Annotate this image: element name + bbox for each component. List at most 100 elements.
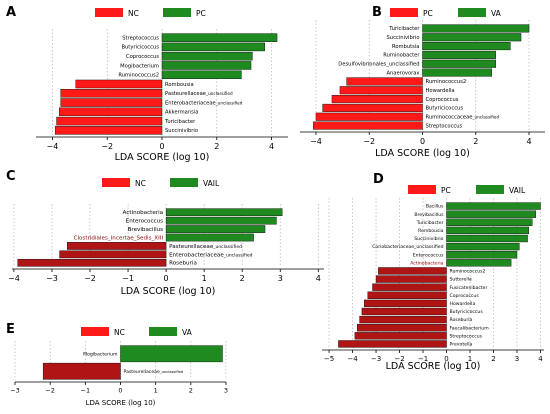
x-tick-label: −1	[122, 274, 134, 283]
x-tick-label: 4	[538, 355, 543, 363]
x-tick-label: −3	[10, 387, 20, 395]
bar-label-ruminococcus2: Ruminococcus2	[450, 269, 486, 275]
bar-succinivibrio	[447, 235, 528, 242]
legend-swatch-vail	[476, 185, 504, 194]
bar-akkermansia	[59, 108, 162, 116]
bar-prevotella	[338, 340, 446, 347]
legend-swatch-pc	[408, 185, 436, 194]
bar-label-pasteurellaceae-unclassified: Pasteurellaceae_unclassified	[124, 369, 184, 375]
x-tick-label: −4	[47, 142, 59, 151]
legend-swatch-nc	[95, 8, 123, 17]
bar-mogibacterium	[121, 346, 223, 362]
legend-swatch-nc	[102, 178, 130, 187]
legend-swatch-va	[458, 8, 486, 17]
legend-label-pc: PC	[196, 9, 206, 18]
bar-label-actinobacteria: Actinobacteria	[410, 260, 443, 266]
legend: NC VAIL	[102, 178, 220, 188]
panel-letter: B	[372, 5, 382, 20]
bar-label-fusicatenibacter: Fusicatenibacter	[450, 285, 488, 291]
x-tick-label: −1	[81, 387, 91, 395]
bar-turicibacter	[57, 117, 162, 125]
bar-label-pasteurellaceae-unclassified: Pasteurellaceae_unclassified	[165, 91, 233, 97]
bar-butyricicoccus	[162, 43, 265, 51]
bar-ruminococcus2	[162, 71, 241, 79]
bar-ruminococcaceae-unclassified	[316, 113, 423, 121]
bar-brevibacillus	[166, 225, 265, 232]
bar-label-desulfovibrionales-unclassified: Desulfovibrionales_unclassified	[338, 62, 419, 68]
bar-howardella	[340, 86, 423, 94]
x-tick-label: −5	[324, 355, 334, 363]
x-tick-label: −4	[310, 137, 322, 146]
legend-swatch-pc	[163, 8, 191, 17]
bar-ruminococcus2	[378, 267, 446, 274]
bar-roseburia	[18, 259, 166, 266]
x-tick-label: −3	[46, 274, 58, 283]
legend: NC VA	[81, 327, 193, 337]
bar-coprococcus	[162, 52, 252, 60]
bar-label-rombutsia: Rombutsia	[392, 44, 420, 50]
bar-label-enterococcus: Enterococcus	[413, 252, 444, 258]
bar-succinivibrio	[423, 33, 522, 41]
x-tick-label: 0	[118, 387, 122, 395]
x-tick-label: 2	[189, 387, 193, 395]
bar-label-coriobacteriaceae-unclassified: Coriobacteriaceae_unclassified	[372, 244, 443, 250]
x-tick-label: 0	[164, 274, 169, 283]
bar-label-bacillus: Bacillus	[426, 204, 444, 210]
legend-label-va: VA	[182, 328, 193, 337]
x-axis-label: LDA SCORE (log 10)	[86, 399, 156, 407]
bar-bacillus	[447, 203, 541, 210]
x-tick-label: 2	[240, 274, 245, 283]
bar-sutterella	[376, 276, 446, 283]
bar-rombousia	[447, 227, 529, 234]
bar-enterobacteriaceae-unclassified	[60, 251, 167, 258]
bar-desulfovibrionales-unclassified	[423, 60, 496, 68]
bar-coprococcus	[332, 95, 423, 103]
bar-label-butyricicoccus: Butyricicoccus	[121, 45, 159, 51]
bar-pasteurellaceae-unclassified	[67, 242, 166, 249]
bar-label-ruminobacter: Ruminobacter	[383, 53, 420, 59]
x-tick-label: 4	[316, 274, 321, 283]
x-tick-label: 2	[473, 137, 478, 146]
bar-label-mogibacterium: Mogibacterium	[120, 63, 159, 69]
legend-swatch-vail	[170, 178, 198, 187]
legend-label-nc: NC	[135, 179, 146, 188]
bar-label-butyricicoccus: Butyricicoccus	[426, 106, 464, 112]
bar-howardella	[364, 300, 446, 307]
bar-brevibacillus	[447, 211, 536, 218]
legend-label-va: VA	[491, 9, 502, 18]
x-tick-label: −3	[371, 355, 381, 363]
bar-streptococcus	[162, 34, 277, 42]
bar-label-succinivibrio: Succinivibrio	[414, 236, 443, 242]
bar-actinobacteria	[447, 259, 512, 266]
bar-label-clostridiales-incertae-sedis-xiii: Clostridiales_Incertae_Sedis_XIII	[74, 235, 164, 241]
bar-enterobacteriaceae-unclassified	[61, 99, 162, 107]
bar-butyricicoccus	[362, 308, 447, 315]
bar-label-sutterella: Sutterella	[450, 277, 472, 283]
x-tick-label: −4	[347, 355, 358, 363]
bar-label-turicibacter: Turicibacter	[388, 26, 420, 32]
bar-mogibacterium	[162, 61, 251, 69]
panel-letter: C	[6, 169, 16, 184]
bar-label-coprococcus: Coprococcus	[450, 293, 480, 299]
x-tick-label: −4	[8, 274, 20, 283]
x-tick-label: 1	[154, 387, 158, 395]
bar-label-streptococcus: Streptococcus	[426, 123, 463, 129]
x-axis-label: LDA SCORE (log 10)	[375, 148, 470, 159]
bar-turicibacter	[447, 219, 533, 226]
legend-swatch-nc	[81, 327, 109, 336]
bar-rombutsia	[423, 42, 511, 50]
bar-enterococcus	[447, 251, 517, 258]
bar-label-roseburia: Roseburia	[169, 261, 197, 267]
bar-label-coprococcus: Coprococcus	[426, 97, 459, 103]
x-tick-label: 0	[420, 137, 425, 146]
x-tick-label: −2	[101, 142, 113, 151]
bar-label-streptococcus: Streptococcus	[122, 35, 159, 41]
panel-letter: E	[6, 322, 15, 337]
bar-label-enterobacteriaceae-unclassified: Enterobacteriaceae_unclassified	[169, 252, 252, 258]
bar-label-ruminococcus2: Ruminococcus2	[426, 79, 467, 85]
bar-ruminococcus2	[347, 78, 423, 86]
panel-a: A NC PC Streptococcus Butyricicoccus Coprococ…	[6, 5, 288, 163]
bar-coprococcus	[368, 292, 447, 299]
bar-label-prevotella: Prevotella	[450, 342, 473, 348]
